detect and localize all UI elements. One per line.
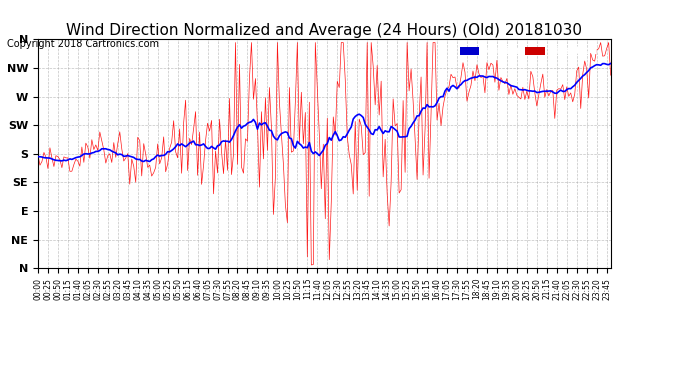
Text: Copyright 2018 Cartronics.com: Copyright 2018 Cartronics.com (7, 39, 159, 50)
Legend: Median, Direction: Median, Direction (457, 44, 600, 58)
Title: Wind Direction Normalized and Average (24 Hours) (Old) 20181030: Wind Direction Normalized and Average (2… (66, 23, 582, 38)
